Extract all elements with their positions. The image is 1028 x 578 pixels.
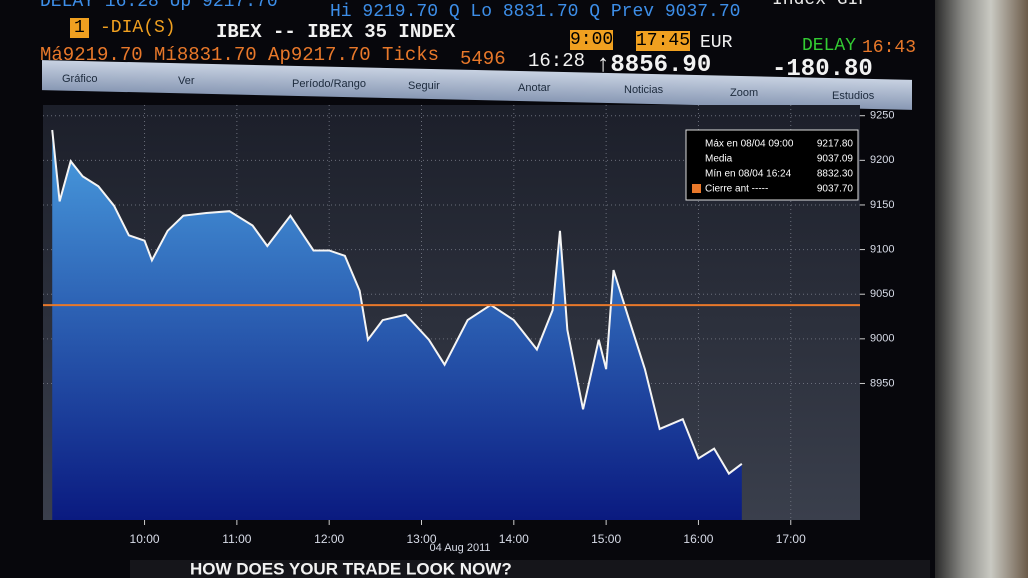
monitor-bezel [935,0,1028,578]
stats-value: 9037.70 [817,184,854,195]
header-delay: DELAY 16:28 Up 9217.70 [40,0,278,12]
toolbar-item[interactable]: Seguir [408,80,440,92]
x-axis-label: 04 Aug 2011 [430,542,491,554]
stats-label: Cierre ant ----- [705,184,768,195]
chart: 04 Aug 2011 HOW DOES YOUR TRADE LOOK NOW… [43,105,930,578]
stats-value: 8832.30 [817,169,854,180]
stats-label: Mín en 08/04 16:24 [705,169,792,180]
header-period: -DIA(S) [100,18,176,38]
toolbar-item[interactable]: Ver [178,75,195,87]
toolbar-item[interactable]: Estudios [832,90,875,102]
x-tick-label: 12:00 [314,532,344,546]
footer-bar [130,560,930,578]
x-tick-label: 16:00 [683,532,713,546]
toolbar-item[interactable]: Noticias [624,84,664,96]
toolbar-item[interactable]: Gráfico [62,73,98,85]
header-security: IBEX -- IBEX 35 INDEX [216,21,456,43]
header-number: 1 [70,18,89,38]
x-tick-label: 11:00 [222,532,251,546]
line [51,129,743,476]
header-range: Hi 9219.70 Q Lo 8831.70 Q Prev 9037.70 [330,2,741,22]
stats-box [685,129,859,201]
footer-text: HOW DOES YOUR TRADE LOOK NOW? [190,559,512,578]
y-tick-label: 9200 [870,154,894,166]
toolbar-item[interactable]: Período/Rango [292,78,366,90]
header-time: 16:28 [528,50,586,72]
stats-label: Máx en 08/04 09:00 [705,139,794,150]
header-currency: EUR [700,33,733,53]
y-tick-label: 9250 [870,110,894,122]
header-close: 17:45 [636,31,691,51]
stats-value: 9217.80 [817,139,854,150]
stats-value: 9037.09 [817,154,854,165]
y-tick-label: 8950 [870,377,894,389]
x-tick-label: 15:00 [591,532,621,546]
stats-label: Media [705,154,733,165]
header-open: 9:00 [570,30,614,50]
toolbar-item[interactable]: Zoom [730,87,759,99]
stats-swatch [692,184,701,193]
x-tick-label: 17:00 [776,532,806,546]
area [52,129,742,520]
x-tick-label: 13:00 [406,532,436,546]
y-tick-label: 9100 [870,243,894,255]
toolbar-item[interactable]: Anotar [518,82,551,94]
header-time2: 16:43 [862,38,917,58]
header-stats: Má9219.70 Mí8831.70 Ap9217.70 Ticks [40,44,440,66]
header-ticks: 5496 [460,48,506,70]
y-tick-label: 9000 [870,333,894,345]
header-index: Index GIP [772,0,870,10]
header-delay2: DELAY [802,36,857,56]
y-tick-label: 9150 [870,199,894,211]
x-tick-label: 14:00 [499,532,529,546]
x-tick-label: 10:00 [130,532,160,546]
y-tick-label: 9050 [870,288,894,300]
